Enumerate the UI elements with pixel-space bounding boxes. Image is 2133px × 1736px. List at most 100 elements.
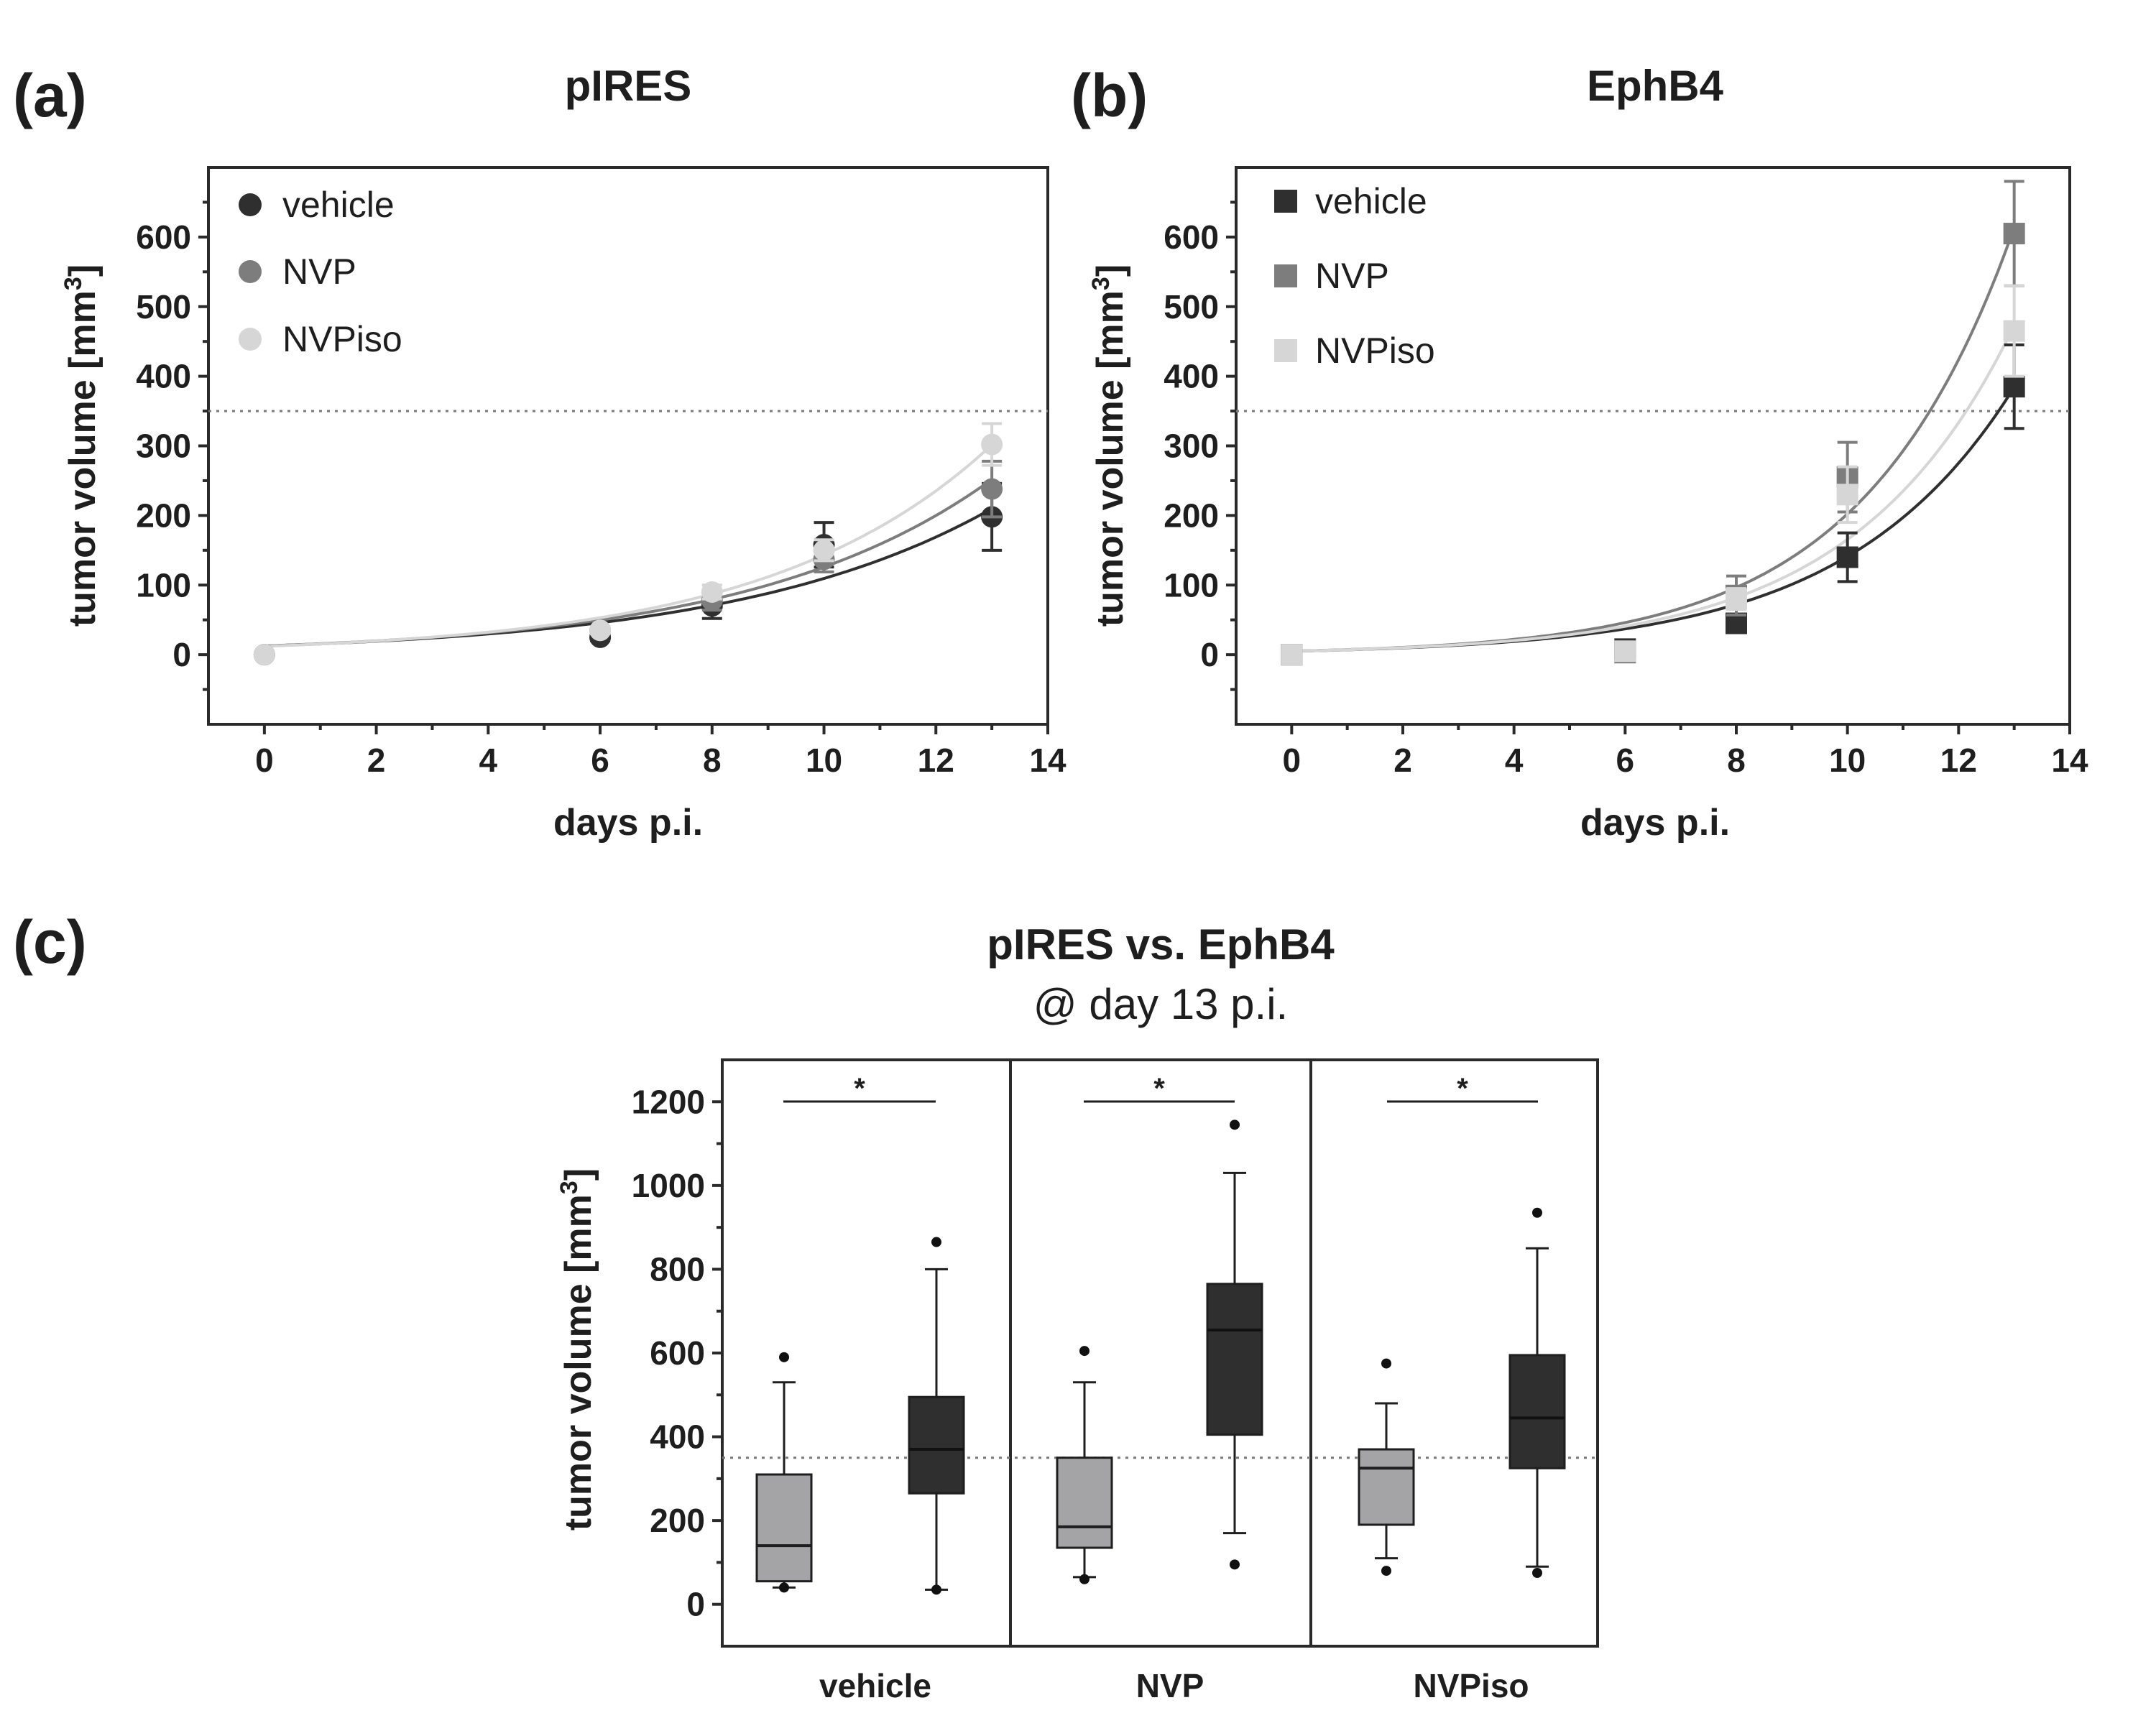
b-point-nvp [2003,223,2025,245]
panel-a-y-axis-label: tumor volume [mm3] [60,264,103,627]
c-y-tick-label: 1000 [632,1167,705,1204]
panel-c-y-label-end: ] [558,1168,599,1181]
panel-a-x-axis: 0 2 4 6 8 10 12 14 [255,724,1066,779]
legend-label-nvp: NVP [282,251,356,292]
box-nvpiso-pires-iqr [1358,1448,1415,1526]
a-fit-curve-nvpiso [264,443,993,648]
b-x-tick-label: 4 [1505,742,1524,779]
legend-label-vehicle: vehicle [1315,181,1427,221]
a-x-tick-label: 4 [479,742,498,779]
b-x-tick-label: 12 [1940,742,1977,779]
category-label-nvp: NVP [1136,1667,1204,1704]
a-x-tick-label: 2 [367,742,386,779]
legend-label-nvpiso: NVPiso [1315,331,1435,371]
panel-b-y-label-text: tumor volume [mm [1089,290,1131,627]
panel-b-data-points [1281,180,2025,666]
panel-b-title: EphB4 [1587,62,1724,110]
a-y-tick-label: 600 [136,218,191,256]
c-y-tick-label: 200 [650,1502,705,1539]
a-x-tick-label: 6 [591,742,609,779]
box-vehicle-ephb4-iqr [908,1395,965,1495]
b-point-vehicle [2003,376,2025,398]
panel-a-title: pIRES [565,62,692,110]
panel-c-category-labels: vehicle NVP NVPiso [819,1667,1529,1704]
b-x-tick-label: 0 [1283,742,1302,779]
panel-b-y-label-sup: 3 [1087,277,1115,290]
b-y-tick-label: 200 [1164,497,1219,534]
panel-a: (a) pIRES 0 100 200 300 400 500 600 0 2 4 6 8 10 12 1… [13,62,1066,844]
legend-marker-vehicle [239,193,262,216]
b-y-tick-label: 300 [1164,428,1219,465]
b-y-tick-label: 600 [1164,218,1219,256]
panel-a-x-axis-label: days p.i. [553,802,703,844]
panel-c-title: pIRES vs. EphB4 [987,920,1335,969]
c-y-tick-label: 400 [650,1418,705,1456]
panel-b-legend: vehicle NVP NVPiso [1274,181,1435,371]
c-y-tick-label: 600 [650,1334,705,1372]
a-point-nvpiso [981,433,1003,456]
panel-b-y-axis-label: tumor volume [mm3] [1087,264,1131,627]
b-x-tick-label: 8 [1727,742,1746,779]
a-point-nvpiso [253,644,275,666]
significance-star-nvp: * [1153,1073,1165,1104]
category-label-vehicle: vehicle [819,1667,931,1704]
legend-label-vehicle: vehicle [282,185,395,225]
b-point-nvpiso [1281,644,1303,666]
a-x-tick-label: 10 [806,742,842,779]
panel-a-y-label-text: tumor volume [mm [62,290,103,627]
box-nvp-pires-outlier [1079,1574,1089,1584]
box-nvpiso-pires-outlier [1381,1566,1391,1576]
box-nvp-ephb4-outlier [1230,1119,1240,1130]
a-point-nvp [981,478,1003,500]
legend-marker-nvpiso [239,328,262,351]
panel-a-y-label-end: ] [62,264,103,277]
legend-marker-nvp [1274,264,1297,287]
panel-c-y-axis: 0 200 400 600 800 1000 1200 [632,1083,722,1623]
panel-a-legend: vehicle NVP NVPiso [239,185,402,359]
significance-star-vehicle: * [854,1073,865,1104]
panel-c-y-label-sup: 3 [556,1181,583,1194]
legend-label-nvp: NVP [1315,256,1389,296]
a-y-tick-label: 300 [136,428,191,465]
a-y-tick-label: 200 [136,497,191,534]
box-nvpiso-pires-outlier [1381,1358,1391,1369]
box-vehicle-pires-outlier [779,1582,789,1593]
b-y-tick-label: 100 [1164,566,1219,604]
panel-c-label: (c) [13,908,87,976]
panel-a-y-label-sup: 3 [60,277,87,290]
box-vehicle-ephb4-outlier [931,1584,941,1595]
b-y-tick-label: 0 [1200,636,1219,673]
box-nvp-pires-iqr [1056,1456,1113,1549]
box-nvp-ephb4-outlier [1230,1559,1240,1570]
panel-c-y-label-text: tumor volume [mm [558,1194,599,1530]
panel-b: (b) EphB4 0 100 200 300 400 500 600 0 2 4 6 8 10 12 1… [1071,62,2088,844]
a-point-nvpiso [813,539,835,561]
legend-label-nvpiso: NVPiso [282,319,402,359]
panel-c-subtitle: @ day 13 p.i. [1033,980,1288,1028]
a-x-tick-label: 0 [255,742,274,779]
panel-c-boxplots [755,1119,1566,1595]
panel-b-fit-curves [1291,226,2016,653]
b-point-nvpiso [2003,320,2025,342]
legend-marker-nvpiso [1274,339,1297,362]
panel-a-y-axis: 0 100 200 300 400 500 600 [136,200,208,691]
a-point-nvpiso [701,581,723,603]
b-x-tick-label: 6 [1616,742,1635,779]
b-x-tick-label: 2 [1393,742,1412,779]
b-fit-curve-nvpiso [1291,324,2016,653]
box-nvpiso-ephb4-iqr [1508,1354,1566,1469]
a-point-nvpiso [589,619,612,642]
panel-c: (c) pIRES vs. EphB4 @ day 13 p.i. 0 200 40… [13,908,1599,1704]
b-point-nvpiso [1836,484,1858,506]
panel-a-fit-curves [264,443,993,648]
panel-b-x-axis-label: days p.i. [1580,802,1730,844]
b-x-tick-label: 10 [1829,742,1866,779]
box-nvpiso-ephb4-outlier [1532,1568,1542,1578]
b-point-vehicle [1836,546,1858,568]
b-y-tick-label: 500 [1164,288,1219,326]
box-nvpiso-ephb4-outlier [1532,1207,1542,1218]
box-nvp-pires-outlier [1079,1346,1089,1357]
box-vehicle-pires-outlier [779,1352,789,1362]
